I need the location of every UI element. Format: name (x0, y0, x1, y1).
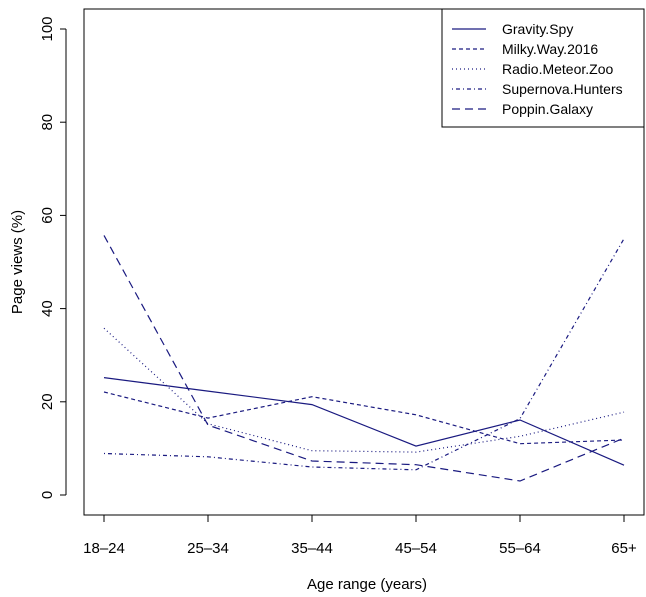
x-tick-label: 25–34 (187, 540, 229, 557)
y-tick-label: 100 (39, 16, 56, 41)
y-tick-label: 0 (39, 491, 56, 499)
legend: Gravity.Spy Milky.Way.2016 Radio.Meteor.Zo… (441, 8, 645, 128)
x-tick-label: 65+ (611, 540, 637, 557)
x-tick-label: 35–44 (291, 540, 333, 557)
y-tick-label: 80 (39, 114, 56, 131)
legend-label: Radio.Meteor.Zoo (502, 61, 613, 77)
series-line-milky-way-2016 (103, 391, 625, 445)
y-axis: 0 20 40 60 80 100 (39, 16, 67, 499)
series-layer (103, 235, 625, 482)
series-line-gravity-spy (103, 377, 625, 466)
x-tick-label: 55–64 (499, 540, 541, 557)
y-tick-label: 40 (39, 300, 56, 317)
x-tick-label: 45–54 (395, 540, 437, 557)
y-tick-label: 20 (39, 393, 56, 410)
x-axis: 18–24 25–34 35–44 45–54 55–64 65+ (83, 514, 637, 557)
x-axis-label: Age range (years) (307, 576, 427, 593)
legend-label: Gravity.Spy (502, 21, 573, 37)
series-line-poppin-galaxy (103, 235, 625, 482)
series-line-supernova-hunters (103, 238, 625, 471)
series-line-radio-meteor-zoo (103, 327, 625, 453)
legend-label: Poppin.Galaxy (502, 101, 593, 117)
y-axis-label: Page views (%) (9, 210, 26, 314)
y-tick-label: 60 (39, 207, 56, 224)
legend-label: Supernova.Hunters (502, 81, 623, 97)
x-tick-label: 18–24 (83, 540, 125, 557)
legend-label: Milky.Way.2016 (502, 41, 598, 57)
